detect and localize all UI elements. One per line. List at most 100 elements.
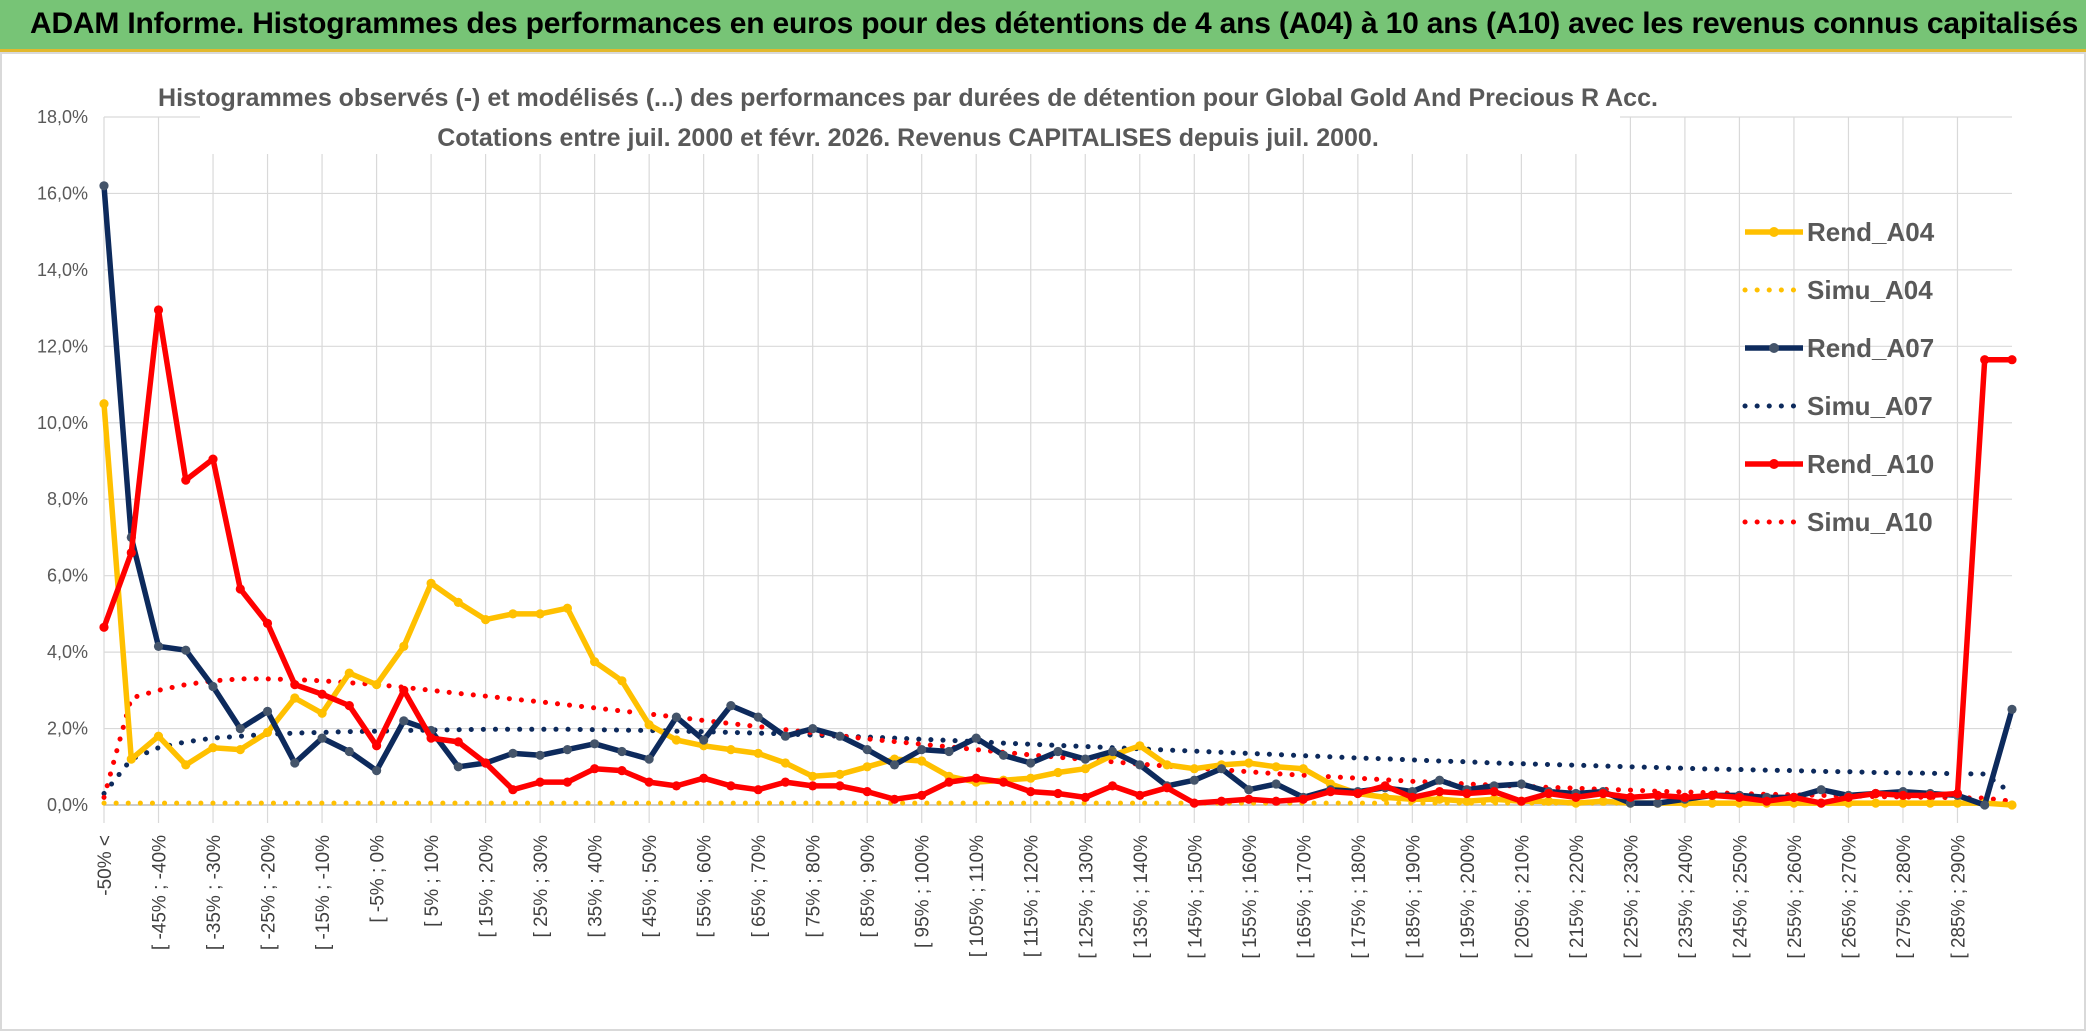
chart-title-block: Histogrammes observés (-) et modélisés (… [158,76,1658,154]
point-rend-a04 [453,597,463,608]
point-rend-a04 [753,748,763,759]
point-rend-a10 [1544,788,1554,799]
point-rend-a10 [753,785,763,795]
y-tick-label: 6,0% [47,566,88,586]
point-rend-a07 [1271,779,1281,789]
point-rend-a10 [1898,790,1908,801]
x-tick-label: [ 75% ; 80% [804,835,825,938]
point-rend-a04 [372,680,382,690]
point-rend-a07 [1653,798,1663,808]
report-banner: ADAM Informe. Histogrammes des performan… [0,0,2086,52]
point-rend-a10 [1653,790,1663,801]
x-tick-label: [ 195% ; 200% [1458,835,1479,959]
point-rend-a10 [290,680,300,690]
point-rend-a10 [1625,792,1635,803]
point-rend-a04 [1080,764,1090,774]
point-rend-a10 [699,773,709,783]
series-line-simu-a07 [101,726,2015,796]
point-rend-a04 [1162,760,1172,770]
point-rend-a10 [399,685,409,695]
gridlines [103,116,2012,823]
point-rend-a07 [1516,779,1526,789]
point-rend-a10 [1298,794,1308,804]
point-rend-a10 [99,622,109,632]
point-rend-a04 [835,769,845,780]
plot-area [99,181,2017,810]
point-rend-a10 [1216,796,1227,806]
point-rend-a04 [671,735,682,745]
point-rend-a04 [808,771,818,781]
x-tick-label: [ 45% ; 50% [640,835,661,938]
point-rend-a10 [590,764,600,774]
point-rend-a10 [481,758,491,768]
x-tick-label: [ 5% ; 10% [422,835,443,927]
point-rend-a04 [917,756,927,766]
point-rend-a04 [1598,796,1608,806]
point-rend-a07 [1244,785,1254,795]
x-tick-label: [ 275% ; 280% [1894,835,1915,959]
point-rend-a04 [481,615,491,625]
point-rend-a10 [1380,781,1390,791]
point-rend-a07 [671,712,682,722]
point-rend-a04 [1462,796,1472,806]
x-tick-label: [ 85% ; 90% [858,835,879,938]
chart-title: Histogrammes observés (-) et modélisés (… [158,84,1658,112]
point-rend-a10 [1026,787,1036,797]
point-rend-a04 [99,399,109,409]
point-rend-a07 [808,724,818,734]
point-rend-a10 [1271,796,1281,806]
point-rend-a04 [153,731,164,741]
point-rend-a04 [426,578,436,588]
x-tick-label: [ 55% ; 60% [695,835,716,938]
point-rend-a07 [862,745,872,755]
point-rend-a04 [1435,794,1445,804]
point-rend-a10 [1952,788,1963,799]
x-tick-label: [ 155% ; 160% [1240,835,1261,959]
point-rend-a07 [508,748,518,759]
point-rend-a10 [1980,355,1990,365]
y-tick-label: 12,0% [37,336,88,356]
point-rend-a04 [399,641,409,652]
point-rend-a07 [1816,785,1826,795]
x-tick-label: [ 265% ; 270% [1839,835,1860,959]
y-tick-label: 10,0% [37,413,88,433]
point-rend-a10 [1571,792,1581,803]
point-rend-a10 [835,781,845,791]
point-rend-a10 [944,777,954,787]
point-rend-a07 [590,739,600,749]
x-tick-label: [ 225% ; 230% [1621,835,1642,959]
legend-label-rend-a10: Rend_A10 [1807,449,1934,479]
x-tick-label: [ 135% ; 140% [1131,835,1152,959]
point-rend-a07 [917,745,927,755]
x-tick-label: [ -35% ; -30% [204,835,225,950]
x-tick-label: [ 205% ; 210% [1512,835,1533,959]
point-rend-a10 [344,701,354,711]
point-rend-a04 [235,745,245,755]
point-rend-a07 [372,766,382,776]
point-rend-a04 [1489,794,1499,804]
point-rend-a07 [944,746,954,757]
point-rend-a10 [262,618,273,629]
point-rend-a10 [889,794,900,804]
point-rend-a04 [1189,764,1199,774]
point-rend-a10 [1843,792,1854,803]
point-rend-a04 [1544,796,1554,806]
point-rend-a10 [1789,792,1799,803]
point-rend-a07 [399,716,409,726]
x-tick-label: [ 185% ; 190% [1403,835,1424,959]
point-rend-a04 [1298,764,1308,774]
point-rend-a10 [1734,792,1744,803]
point-rend-a04 [1271,762,1281,772]
point-rend-a10 [780,777,791,787]
point-rend-a10 [372,741,382,751]
x-tick-label: [ 235% ; 240% [1676,835,1697,959]
point-rend-a04 [617,676,627,686]
legend-label-rend-a07: Rend_A07 [1807,333,1934,363]
point-rend-a04 [1026,773,1036,783]
point-rend-a10 [808,781,818,791]
point-rend-a04 [262,727,273,738]
point-rend-a04 [726,745,736,755]
point-rend-a10 [181,475,191,485]
x-tick-label: [ 215% ; 220% [1567,835,1588,959]
legend-label-simu-a10: Simu_A10 [1807,507,1933,537]
